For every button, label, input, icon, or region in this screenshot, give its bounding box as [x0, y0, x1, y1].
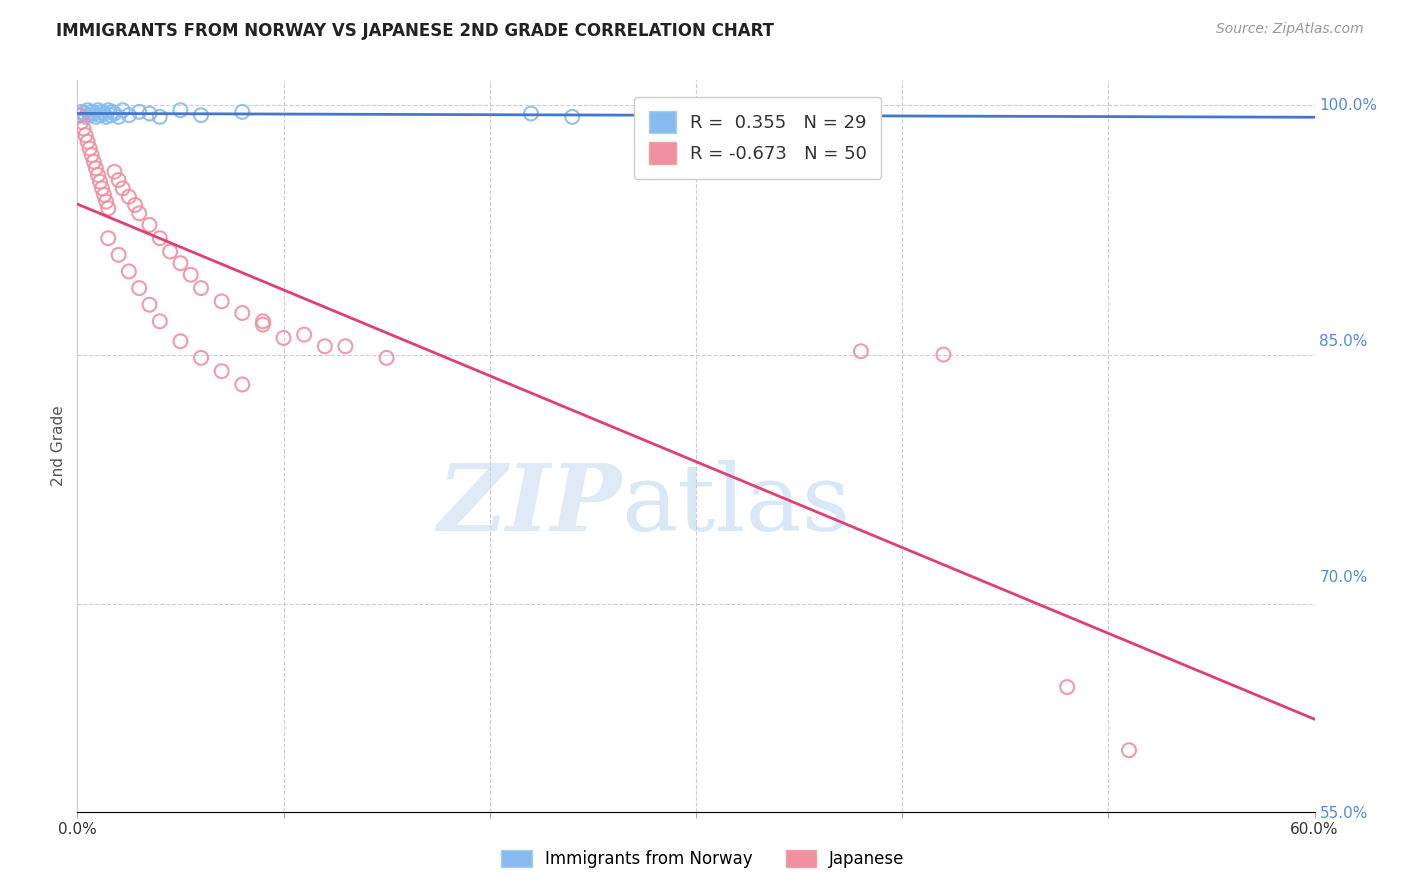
Point — [190, 281, 212, 295]
Point — [93, 188, 115, 202]
Point — [97, 202, 120, 216]
Point — [93, 106, 115, 120]
Point — [138, 106, 160, 120]
Point — [91, 104, 114, 119]
Point — [118, 264, 141, 278]
Point — [118, 108, 141, 122]
Point — [103, 106, 125, 120]
Point — [180, 268, 202, 282]
Point — [190, 108, 212, 122]
Point — [98, 108, 121, 122]
Point — [96, 110, 118, 124]
Point — [67, 108, 90, 122]
Point — [70, 104, 93, 119]
Point — [107, 173, 129, 187]
Legend: Immigrants from Norway, Japanese: Immigrants from Norway, Japanese — [495, 843, 911, 875]
Point — [273, 331, 295, 345]
Point — [111, 103, 134, 118]
Point — [103, 164, 125, 178]
Point — [75, 128, 97, 143]
Point — [118, 189, 141, 203]
Text: IMMIGRANTS FROM NORWAY VS JAPANESE 2ND GRADE CORRELATION CHART: IMMIGRANTS FROM NORWAY VS JAPANESE 2ND G… — [56, 22, 775, 40]
Text: ZIP: ZIP — [437, 459, 621, 549]
Point — [107, 248, 129, 262]
Point — [76, 103, 98, 118]
Point — [70, 115, 93, 129]
Point — [561, 110, 583, 124]
Point — [87, 103, 110, 118]
Point — [89, 175, 111, 189]
Point — [89, 108, 111, 122]
Point — [91, 181, 114, 195]
Point — [79, 141, 101, 155]
Point — [252, 318, 274, 332]
Point — [211, 364, 233, 378]
Point — [159, 244, 181, 259]
Point — [849, 344, 872, 359]
Point — [101, 104, 124, 119]
Point — [124, 198, 146, 212]
Text: atlas: atlas — [621, 459, 851, 549]
Point — [75, 110, 97, 124]
Point — [128, 206, 150, 220]
Point — [231, 306, 253, 320]
Point — [149, 110, 172, 124]
Point — [1118, 743, 1140, 757]
Point — [96, 194, 118, 209]
Point — [314, 339, 336, 353]
Point — [67, 108, 90, 122]
Point — [79, 108, 101, 122]
Point — [80, 148, 103, 162]
Point — [149, 314, 172, 328]
Point — [138, 298, 160, 312]
Point — [169, 334, 191, 349]
Point — [169, 256, 191, 270]
Point — [149, 231, 172, 245]
Point — [1056, 680, 1078, 694]
Point — [97, 231, 120, 245]
Point — [111, 181, 134, 195]
Point — [72, 106, 94, 120]
Point — [231, 104, 253, 119]
Point — [80, 104, 103, 119]
Point — [107, 110, 129, 124]
Text: Source: ZipAtlas.com: Source: ZipAtlas.com — [1216, 22, 1364, 37]
Point — [292, 327, 315, 342]
Point — [252, 314, 274, 328]
Point — [231, 377, 253, 392]
Point — [138, 218, 160, 232]
Legend: R =  0.355   N = 29, R = -0.673   N = 50: R = 0.355 N = 29, R = -0.673 N = 50 — [634, 96, 882, 178]
Y-axis label: 2nd Grade: 2nd Grade — [51, 406, 66, 486]
Point — [375, 351, 398, 365]
Point — [520, 106, 543, 120]
Point — [128, 104, 150, 119]
Point — [84, 110, 107, 124]
Point — [128, 281, 150, 295]
Point — [83, 154, 105, 169]
Point — [932, 348, 955, 362]
Point — [72, 121, 94, 136]
Point — [335, 339, 357, 353]
Point — [83, 106, 105, 120]
Point — [87, 168, 110, 182]
Point — [211, 294, 233, 309]
Point — [76, 135, 98, 149]
Point — [190, 351, 212, 365]
Point — [97, 103, 120, 118]
Point — [169, 103, 191, 118]
Point — [84, 161, 107, 176]
